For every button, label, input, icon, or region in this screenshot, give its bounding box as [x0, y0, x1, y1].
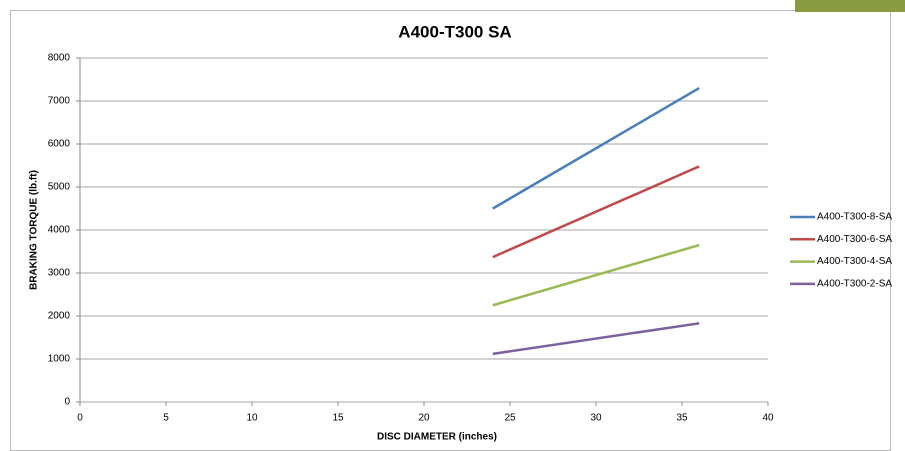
x-tick-label: 20 — [418, 413, 430, 424]
y-tick-label: 8000 — [48, 53, 71, 64]
y-tick-label: 3000 — [48, 268, 71, 279]
x-tick-label: 35 — [676, 413, 688, 424]
series-line — [492, 243, 700, 307]
x-tick-label: 15 — [332, 413, 344, 424]
series-line — [492, 87, 700, 210]
chart-frame — [10, 10, 891, 451]
background-photo — [795, 0, 905, 12]
y-axis-label: BRAKING TORQUE (lb.ft) — [29, 170, 40, 290]
y-tick-label: 4000 — [48, 225, 71, 236]
y-tick-label: 1000 — [48, 354, 71, 365]
x-tick-label: 30 — [590, 413, 602, 424]
x-tick-label: 25 — [504, 413, 516, 424]
x-tick-label: 0 — [77, 413, 83, 424]
legend-label: A400-T300-8-SA — [817, 212, 892, 223]
x-axis-label: DISC DIAMETER (inches) — [377, 432, 497, 443]
chart-title: A400-T300 SA — [398, 22, 511, 41]
y-tick-label: 2000 — [48, 311, 71, 322]
legend-label: A400-T300-6-SA — [817, 234, 892, 245]
y-tick-label: 0 — [64, 397, 70, 408]
legend-label: A400-T300-2-SA — [817, 279, 892, 290]
x-tick-label: 10 — [246, 413, 258, 424]
series-line — [492, 165, 700, 259]
legend-label: A400-T300-4-SA — [817, 256, 892, 267]
y-tick-label: 6000 — [48, 139, 71, 150]
x-tick-label: 40 — [762, 413, 774, 424]
y-tick-label: 5000 — [48, 182, 71, 193]
series-line — [492, 322, 700, 356]
x-tick-label: 5 — [163, 413, 169, 424]
y-tick-label: 7000 — [48, 96, 71, 107]
